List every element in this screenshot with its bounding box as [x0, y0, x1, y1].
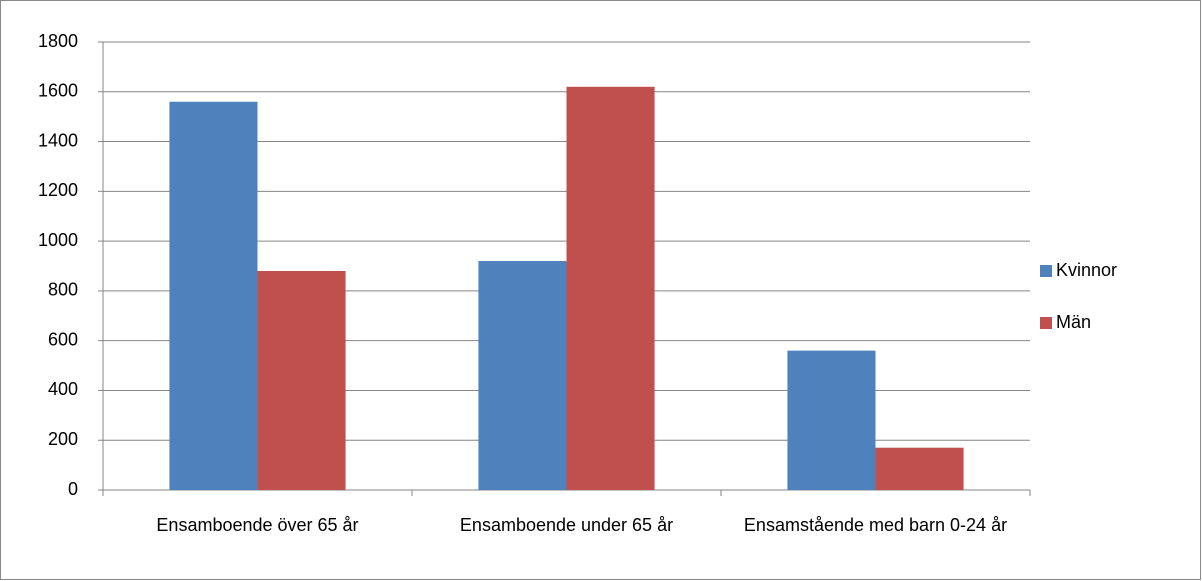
bar [478, 261, 567, 490]
x-tick-label: Ensamboende under 65 år [460, 515, 673, 535]
y-tick-label: 1600 [38, 81, 78, 101]
y-tick-label: 400 [48, 379, 78, 399]
y-tick-label: 0 [68, 479, 78, 499]
legend-label: Män [1056, 312, 1091, 332]
bar [169, 101, 258, 490]
legend-swatch [1040, 317, 1052, 329]
bar [875, 447, 964, 490]
x-tick-label: Ensamboende över 65 år [156, 515, 358, 535]
y-tick-label: 200 [48, 429, 78, 449]
y-tick-label: 1200 [38, 180, 78, 200]
y-tick-label: 800 [48, 280, 78, 300]
legend-swatch [1040, 265, 1052, 277]
legend-label: Kvinnor [1056, 260, 1117, 280]
y-tick-label: 1400 [38, 130, 78, 150]
bar [566, 86, 655, 491]
y-tick-label: 1000 [38, 230, 78, 250]
x-tick-label: Ensamstående med barn 0-24 år [744, 515, 1007, 535]
y-tick-label: 600 [48, 329, 78, 349]
bar [257, 270, 346, 490]
bar [787, 350, 876, 490]
y-tick-label: 1800 [38, 31, 78, 51]
